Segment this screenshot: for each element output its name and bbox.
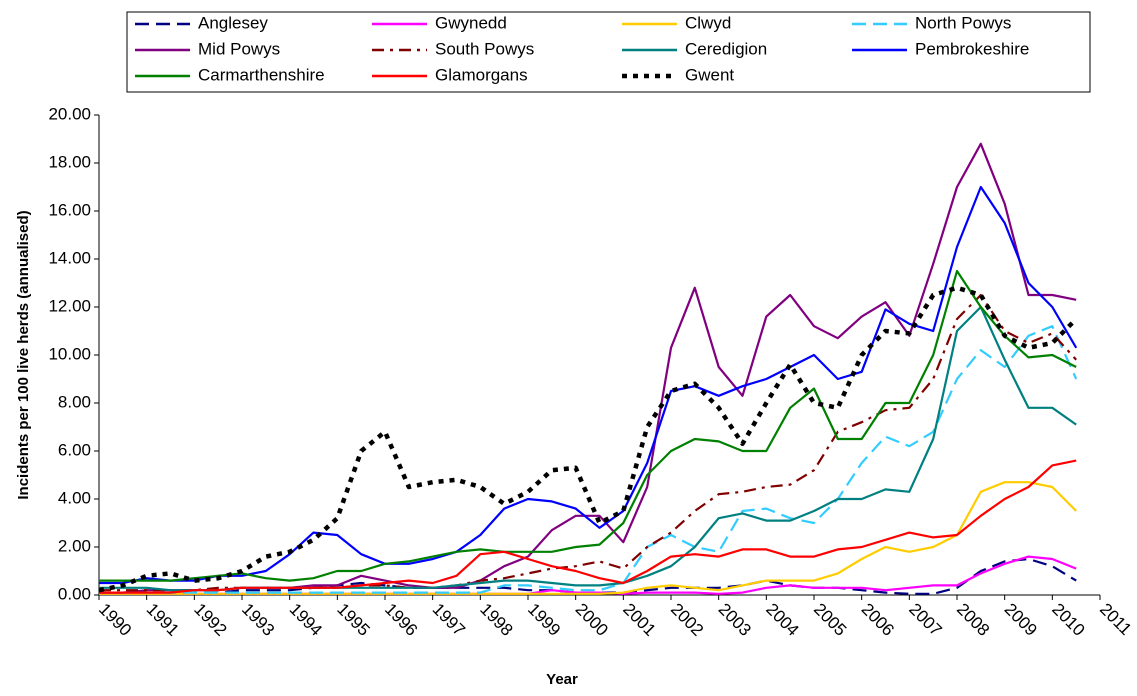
x-tick-label: 1991	[143, 600, 183, 640]
legend-label: Ceredigion	[685, 39, 767, 58]
x-tick-label: 1995	[333, 600, 373, 640]
x-tick-label: 1994	[286, 600, 326, 640]
series-line	[99, 269, 1077, 582]
x-tick-label: 2001	[619, 600, 659, 640]
y-tick-label: 18.00	[48, 152, 91, 171]
x-tick-label: 2008	[953, 600, 993, 640]
series-line	[99, 142, 1077, 594]
y-tick-label: 12.00	[48, 296, 91, 315]
x-tick-label: 2006	[858, 600, 898, 640]
x-tick-label: 1992	[190, 600, 230, 640]
x-tick-label: 2004	[762, 600, 802, 640]
x-tick-label: 1999	[524, 600, 564, 640]
x-axis-title: Year	[546, 671, 578, 688]
x-tick-label: 2009	[1001, 600, 1041, 640]
y-axis-title: Incidents per 100 live herds (annualised…	[15, 210, 32, 499]
series-line	[99, 325, 1078, 594]
legend-box	[126, 11, 1091, 93]
legend-label: Clwyd	[685, 13, 731, 32]
legend-label: Gwent	[685, 65, 734, 84]
y-tick-label: 4.00	[58, 488, 91, 507]
y-tick-label: 2.00	[58, 536, 91, 555]
legend-label: Anglesey	[198, 13, 268, 32]
x-tick-label: 1997	[429, 600, 469, 640]
y-tick-label: 20.00	[48, 104, 91, 123]
x-tick-label: 1996	[381, 600, 421, 640]
x-tick-label: 2000	[572, 600, 612, 640]
x-tick-label: 2007	[905, 600, 945, 640]
x-tick-label: 2002	[667, 600, 707, 640]
legend-label: Glamorgans	[435, 65, 528, 84]
legend-label: Carmarthenshire	[198, 65, 325, 84]
y-tick-label: 8.00	[58, 392, 91, 411]
x-tick-label: 2005	[810, 600, 850, 640]
x-tick-label: 1998	[476, 600, 516, 640]
x-tick-label: 2010	[1048, 600, 1088, 640]
legend-label: Gwynedd	[435, 13, 507, 32]
y-tick-label: 16.00	[48, 200, 91, 219]
legend-label: North Powys	[915, 13, 1011, 32]
legend-label: Mid Powys	[198, 39, 280, 58]
series-line	[98, 285, 1078, 593]
series-line	[99, 459, 1077, 594]
legend-label: Pembrokeshire	[915, 39, 1029, 58]
series-line	[99, 481, 1077, 595]
y-tick-label: 10.00	[48, 344, 91, 363]
x-tick-label: 2003	[715, 600, 755, 640]
x-tick-label: 1993	[238, 600, 278, 640]
legend-label: South Powys	[435, 39, 534, 58]
x-tick-label: 2011	[1096, 600, 1135, 639]
y-tick-label: 6.00	[58, 440, 91, 459]
x-tick-label: 1990	[95, 600, 135, 640]
y-tick-label: 0.00	[58, 584, 91, 603]
y-tick-label: 14.00	[48, 248, 91, 267]
